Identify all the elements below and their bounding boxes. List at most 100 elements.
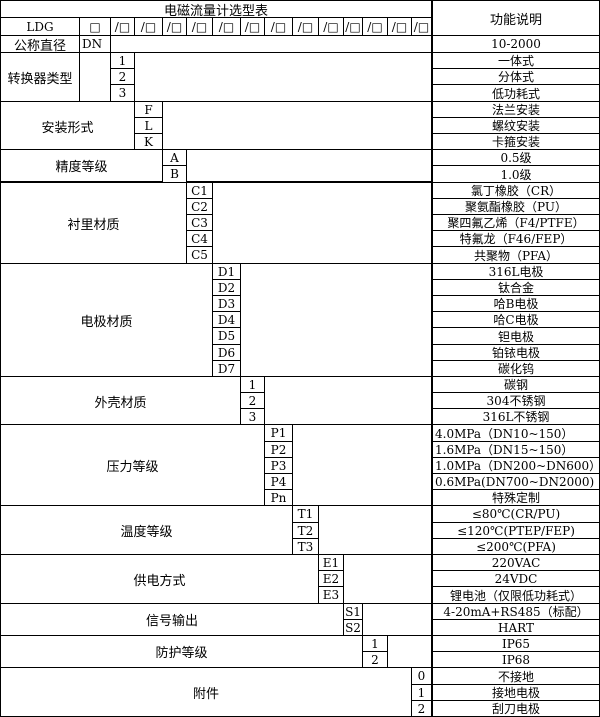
option-description: 24VDC <box>432 570 600 587</box>
option-code: C4 <box>186 230 213 247</box>
model-first-box: □ <box>79 17 111 36</box>
option-code: D4 <box>212 311 241 328</box>
option-code: S1 <box>343 603 363 620</box>
blank-cell <box>362 603 432 636</box>
nominal-diameter-label: 公称直径 <box>0 35 80 53</box>
blank-cell <box>79 52 111 102</box>
option-description: 刮刀电极 <box>432 700 600 717</box>
blank-cell <box>343 554 432 604</box>
model-slot: /□ <box>240 17 265 36</box>
option-description: 1.6MPa（DN15~150） <box>432 441 600 458</box>
section-label: 转换器类型 <box>0 52 80 102</box>
option-code: D2 <box>212 279 241 296</box>
option-code: E2 <box>318 570 344 587</box>
option-code: S2 <box>343 619 363 636</box>
model-slot: /□ <box>343 17 363 36</box>
model-slot: /□ <box>134 17 163 36</box>
model-slot: /□ <box>362 17 388 36</box>
option-description: 碳钢 <box>432 376 600 393</box>
option-description: 特殊定制 <box>432 489 600 506</box>
option-description: 0.5级 <box>432 149 600 166</box>
option-code: C5 <box>186 246 213 264</box>
model-slot: /□ <box>292 17 319 36</box>
option-code: C1 <box>186 182 213 199</box>
blank-cell <box>318 505 432 555</box>
option-description: 低功耗式 <box>432 84 600 102</box>
model-slot: /□ <box>162 17 187 36</box>
option-code: 2 <box>362 651 388 668</box>
blank-cell <box>134 52 432 102</box>
option-description: 钛合金 <box>432 279 600 296</box>
section-label: 温度等级 <box>0 505 293 555</box>
option-description: IP65 <box>432 635 600 652</box>
section-label: 电极材质 <box>0 263 213 377</box>
option-code: E1 <box>318 554 344 571</box>
option-code: P2 <box>264 441 293 458</box>
option-description: 锂电池（仅限低功耗式） <box>432 586 600 604</box>
section-label: 防护等级 <box>0 635 363 668</box>
option-code: Pn <box>264 489 293 506</box>
section-label: 信号输出 <box>0 603 344 636</box>
option-description: 0.6MPa(DN700~DN2000) <box>432 473 600 490</box>
option-description: 接地电极 <box>432 684 600 701</box>
option-code: D7 <box>212 360 241 377</box>
option-code: B <box>162 165 187 183</box>
section-label: 衬里材质 <box>0 182 187 264</box>
option-description: 304不锈钢 <box>432 392 600 409</box>
option-code: 1 <box>362 635 388 652</box>
option-description: ≤200℃(PFA) <box>432 538 600 555</box>
option-description: 316L电极 <box>432 263 600 280</box>
model-prefix: LDG <box>0 17 80 36</box>
option-code: P4 <box>264 473 293 490</box>
option-code: F <box>134 101 163 118</box>
nominal-diameter-code: DN <box>79 35 111 53</box>
option-description: HART <box>432 619 600 636</box>
option-code: P3 <box>264 457 293 474</box>
option-code: D3 <box>212 295 241 312</box>
option-description: 法兰安装 <box>432 101 600 118</box>
model-slot: /□ <box>264 17 293 36</box>
option-code: L <box>134 117 163 134</box>
option-description: 4.0MPa（DN10~150） <box>432 424 600 442</box>
option-description: 1.0级 <box>432 165 600 183</box>
option-code: 2 <box>240 392 265 409</box>
option-description: 316L不锈钢 <box>432 408 600 425</box>
option-code: D1 <box>212 263 241 280</box>
section-label: 压力等级 <box>0 424 265 506</box>
option-code: 1 <box>411 684 432 701</box>
option-code: T3 <box>292 538 319 555</box>
option-code: T2 <box>292 522 319 539</box>
option-description: 铂铱电极 <box>432 344 600 361</box>
option-description: 钽电极 <box>432 327 600 345</box>
blank-cell <box>264 376 432 426</box>
option-code: 2 <box>411 700 432 717</box>
section-label: 外壳材质 <box>0 376 241 426</box>
model-slot: /□ <box>110 17 135 36</box>
option-code: D6 <box>212 344 241 361</box>
nominal-diameter-desc: 10-2000 <box>432 35 600 53</box>
option-description: IP68 <box>432 651 600 668</box>
blank-cell <box>292 424 432 506</box>
blank-cell <box>212 182 432 264</box>
blank-cell <box>110 35 432 53</box>
section-label: 精度等级 <box>0 149 163 182</box>
option-description: ≤120℃(PTEP/FEP) <box>432 522 600 539</box>
option-description: ≤80℃(CR/PU) <box>432 505 600 523</box>
option-code: P1 <box>264 424 293 442</box>
section-label: 供电方式 <box>0 554 319 604</box>
model-slot: /□ <box>212 17 241 36</box>
model-slot: /□ <box>387 17 412 36</box>
option-description: 4-20mA+RS485（标配） <box>432 603 600 620</box>
blank-cell <box>240 263 432 377</box>
option-code: T1 <box>292 505 319 523</box>
option-code: E3 <box>318 586 344 604</box>
option-code: K <box>134 133 163 150</box>
option-description: 卡箍安装 <box>432 133 600 150</box>
option-description: 聚四氟乙烯（F4/PTFE） <box>432 214 600 231</box>
option-description: 特氟龙（F46/FEP） <box>432 230 600 247</box>
blank-cell <box>387 635 432 668</box>
option-description: 共聚物（PFA） <box>432 246 600 264</box>
option-code: D5 <box>212 327 241 345</box>
option-description: 220VAC <box>432 554 600 571</box>
option-code: 2 <box>110 68 135 85</box>
